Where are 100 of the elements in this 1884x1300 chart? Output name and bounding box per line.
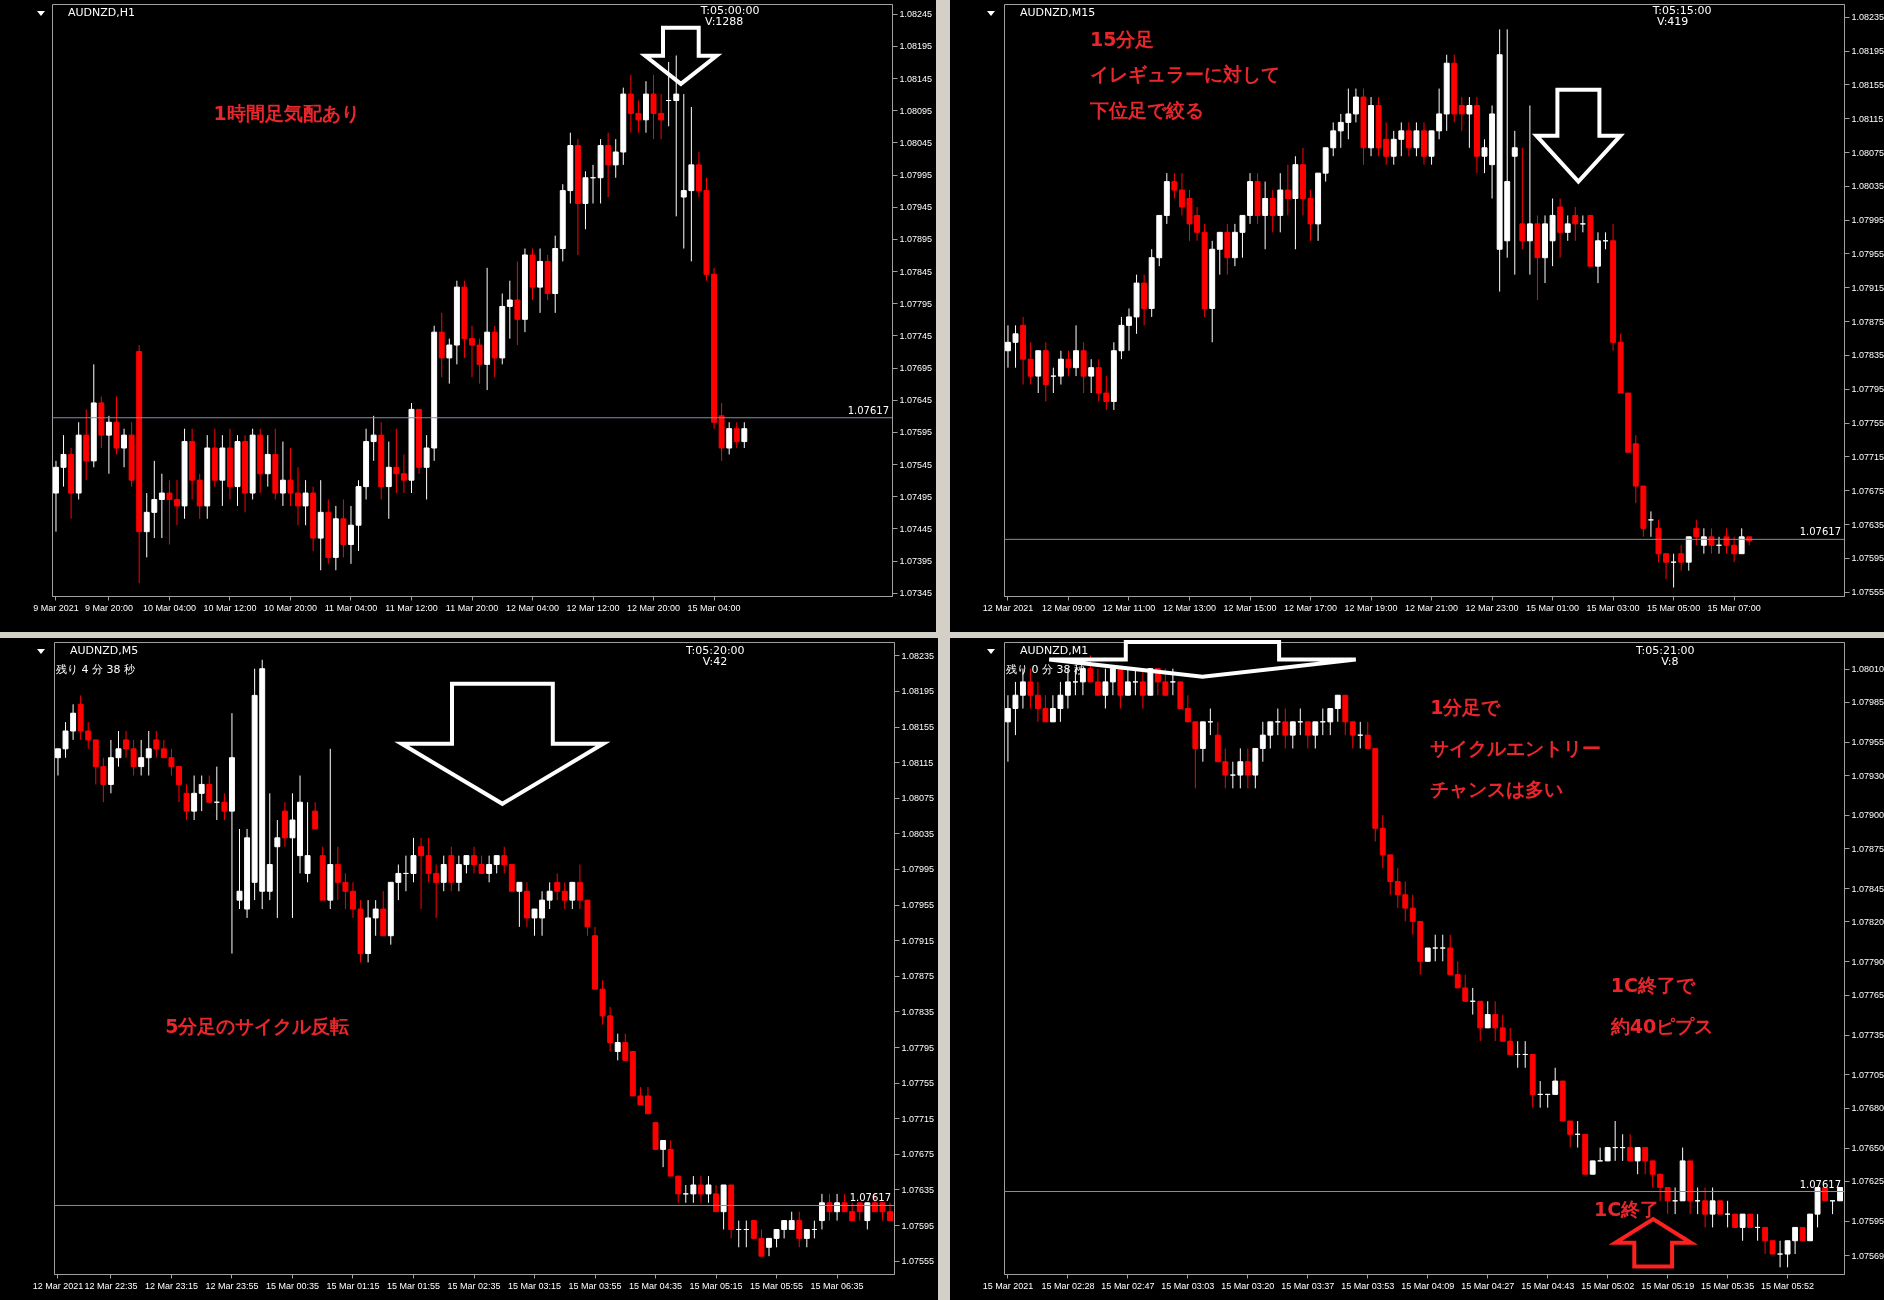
y-tick-label: 1.07595 — [1851, 553, 1884, 564]
candlestick — [393, 428, 400, 494]
candlestick — [690, 1175, 697, 1204]
x-tick-label: 15 Mar 00:35 — [265, 1280, 319, 1291]
y-tick-label: 1.07795 — [1851, 384, 1884, 395]
y-tick-label: 1.07790 — [1851, 956, 1884, 967]
y-tick-label: 1.07915 — [901, 935, 935, 946]
chart-title: AUDNZD,M1 — [1020, 644, 1089, 657]
candlestick — [1492, 1000, 1499, 1042]
annotation: 5分足のサイクル反転 — [165, 1015, 350, 1038]
candlestick — [1109, 668, 1116, 696]
annotation: 15分足 — [1090, 27, 1155, 50]
x-tick-label: 12 Mar 13:00 — [1162, 602, 1217, 613]
candlestick — [1269, 189, 1276, 233]
x-tick-label: 15 Mar 02:28 — [1041, 1280, 1095, 1291]
y-tick-label: 1.07795 — [901, 1042, 935, 1053]
candlestick — [1709, 1187, 1716, 1228]
candlestick — [1102, 668, 1109, 710]
candlestick — [864, 1202, 871, 1230]
x-tick-label: 15 Mar 03:55 — [568, 1280, 622, 1291]
candlestick — [370, 415, 377, 462]
y-tick-label: 1.07715 — [901, 1113, 935, 1124]
candlestick — [418, 837, 425, 910]
y-tick-label: 1.07945 — [899, 202, 933, 213]
candlestick — [1519, 147, 1526, 250]
chart-title: AUDNZD,H1 — [68, 6, 136, 19]
candlestick — [1057, 350, 1064, 386]
candlestick — [1244, 747, 1251, 789]
y-tick-label: 1.08195 — [1851, 46, 1884, 57]
candlestick — [1762, 1226, 1769, 1255]
y-tick-label: 1.07715 — [1851, 451, 1884, 462]
x-tick-label: 15 Mar 04:35 — [629, 1280, 683, 1291]
candlestick — [1693, 519, 1700, 546]
ref-line-label: 1.07617 — [847, 404, 889, 416]
y-tick-label: 1.07845 — [899, 266, 933, 277]
candlestick — [1739, 1213, 1746, 1242]
candlestick — [1458, 96, 1465, 132]
x-tick-label: 12 Mar 04:00 — [505, 602, 560, 613]
y-tick-label: 1.07820 — [1851, 916, 1884, 927]
candlestick — [1564, 214, 1571, 242]
x-tick-label: 12 Mar 20:00 — [627, 602, 681, 613]
y-tick-label: 1.07900 — [1851, 810, 1884, 821]
candlestick — [1349, 721, 1356, 749]
x-tick-label: 15 Mar 04:27 — [1461, 1280, 1515, 1291]
y-tick-label: 1.07569 — [1851, 1250, 1884, 1261]
candlestick — [446, 338, 453, 385]
candlestick — [614, 1033, 621, 1061]
annotation: イレギュラーに対して — [1090, 63, 1280, 86]
y-tick-label: 1.08145 — [899, 73, 933, 84]
y-tick-label: 1.07735 — [1851, 1030, 1884, 1041]
chart-title: AUDNZD,M15 — [1020, 6, 1096, 19]
x-tick-label: 11 Mar 04:00 — [324, 602, 378, 613]
y-tick-label: 1.07755 — [901, 1078, 935, 1089]
x-tick-label: 15 Mar 07:00 — [1707, 602, 1761, 613]
x-tick-label: 15 Mar 03:15 — [507, 1280, 562, 1291]
candlestick — [501, 846, 508, 874]
y-tick-label: 1.08235 — [1851, 12, 1884, 23]
candlestick — [660, 1139, 667, 1168]
candlestick — [1708, 527, 1715, 555]
annotation: 1分足で — [1430, 695, 1502, 718]
candlestick — [1357, 721, 1364, 749]
candlestick — [1738, 527, 1745, 555]
candlestick — [1724, 1200, 1731, 1228]
candlestick — [183, 783, 190, 821]
candlestick — [1065, 350, 1072, 377]
candlestick — [554, 872, 561, 901]
candlestick — [1088, 358, 1095, 394]
y-tick-label: 1.07675 — [901, 1149, 935, 1160]
y-tick-label: 1.07875 — [901, 971, 935, 982]
y-tick-label: 1.07395 — [899, 556, 933, 567]
candlestick — [733, 421, 740, 449]
y-tick-label: 1.08115 — [1851, 113, 1884, 124]
x-tick-label: 11 Mar 12:00 — [385, 602, 438, 613]
candlestick — [123, 730, 130, 759]
candlestick — [1572, 206, 1579, 242]
x-tick-label: 15 Mar 05:52 — [1761, 1280, 1815, 1291]
y-tick-label: 1.07675 — [1851, 485, 1884, 496]
x-tick-label: 12 Mar 22:35 — [84, 1280, 138, 1291]
x-tick-label: 15 Mar 2021 — [982, 1280, 1034, 1291]
candlestick — [1284, 164, 1291, 216]
x-tick-label: 12 Mar 09:00 — [1041, 602, 1096, 613]
annotation: チャンスは多い — [1430, 778, 1564, 801]
candlestick — [121, 428, 128, 468]
y-tick-label: 1.07895 — [899, 234, 933, 245]
x-tick-label: 15 Mar 03:37 — [1281, 1280, 1335, 1291]
x-tick-label: 15 Mar 06:35 — [810, 1280, 864, 1291]
x-tick-label: 9 Mar 2021 — [33, 602, 79, 613]
y-tick-label: 1.07345 — [899, 588, 933, 599]
y-tick-label: 1.08245 — [899, 9, 933, 20]
candlestick — [1432, 934, 1439, 962]
x-tick-label: 12 Mar 23:00 — [1465, 602, 1519, 613]
x-tick-label: 15 Mar 03:00 — [1586, 602, 1640, 613]
y-tick-label: 1.07635 — [1851, 519, 1884, 530]
y-tick-label: 1.08035 — [901, 828, 935, 839]
y-tick-label: 1.07705 — [1851, 1069, 1884, 1080]
annotation: 約40ピプス — [1609, 1015, 1714, 1038]
y-tick-label: 1.07955 — [901, 900, 935, 911]
candlestick — [673, 54, 680, 217]
candlestick — [1413, 121, 1420, 157]
y-tick-label: 1.07995 — [901, 864, 935, 875]
